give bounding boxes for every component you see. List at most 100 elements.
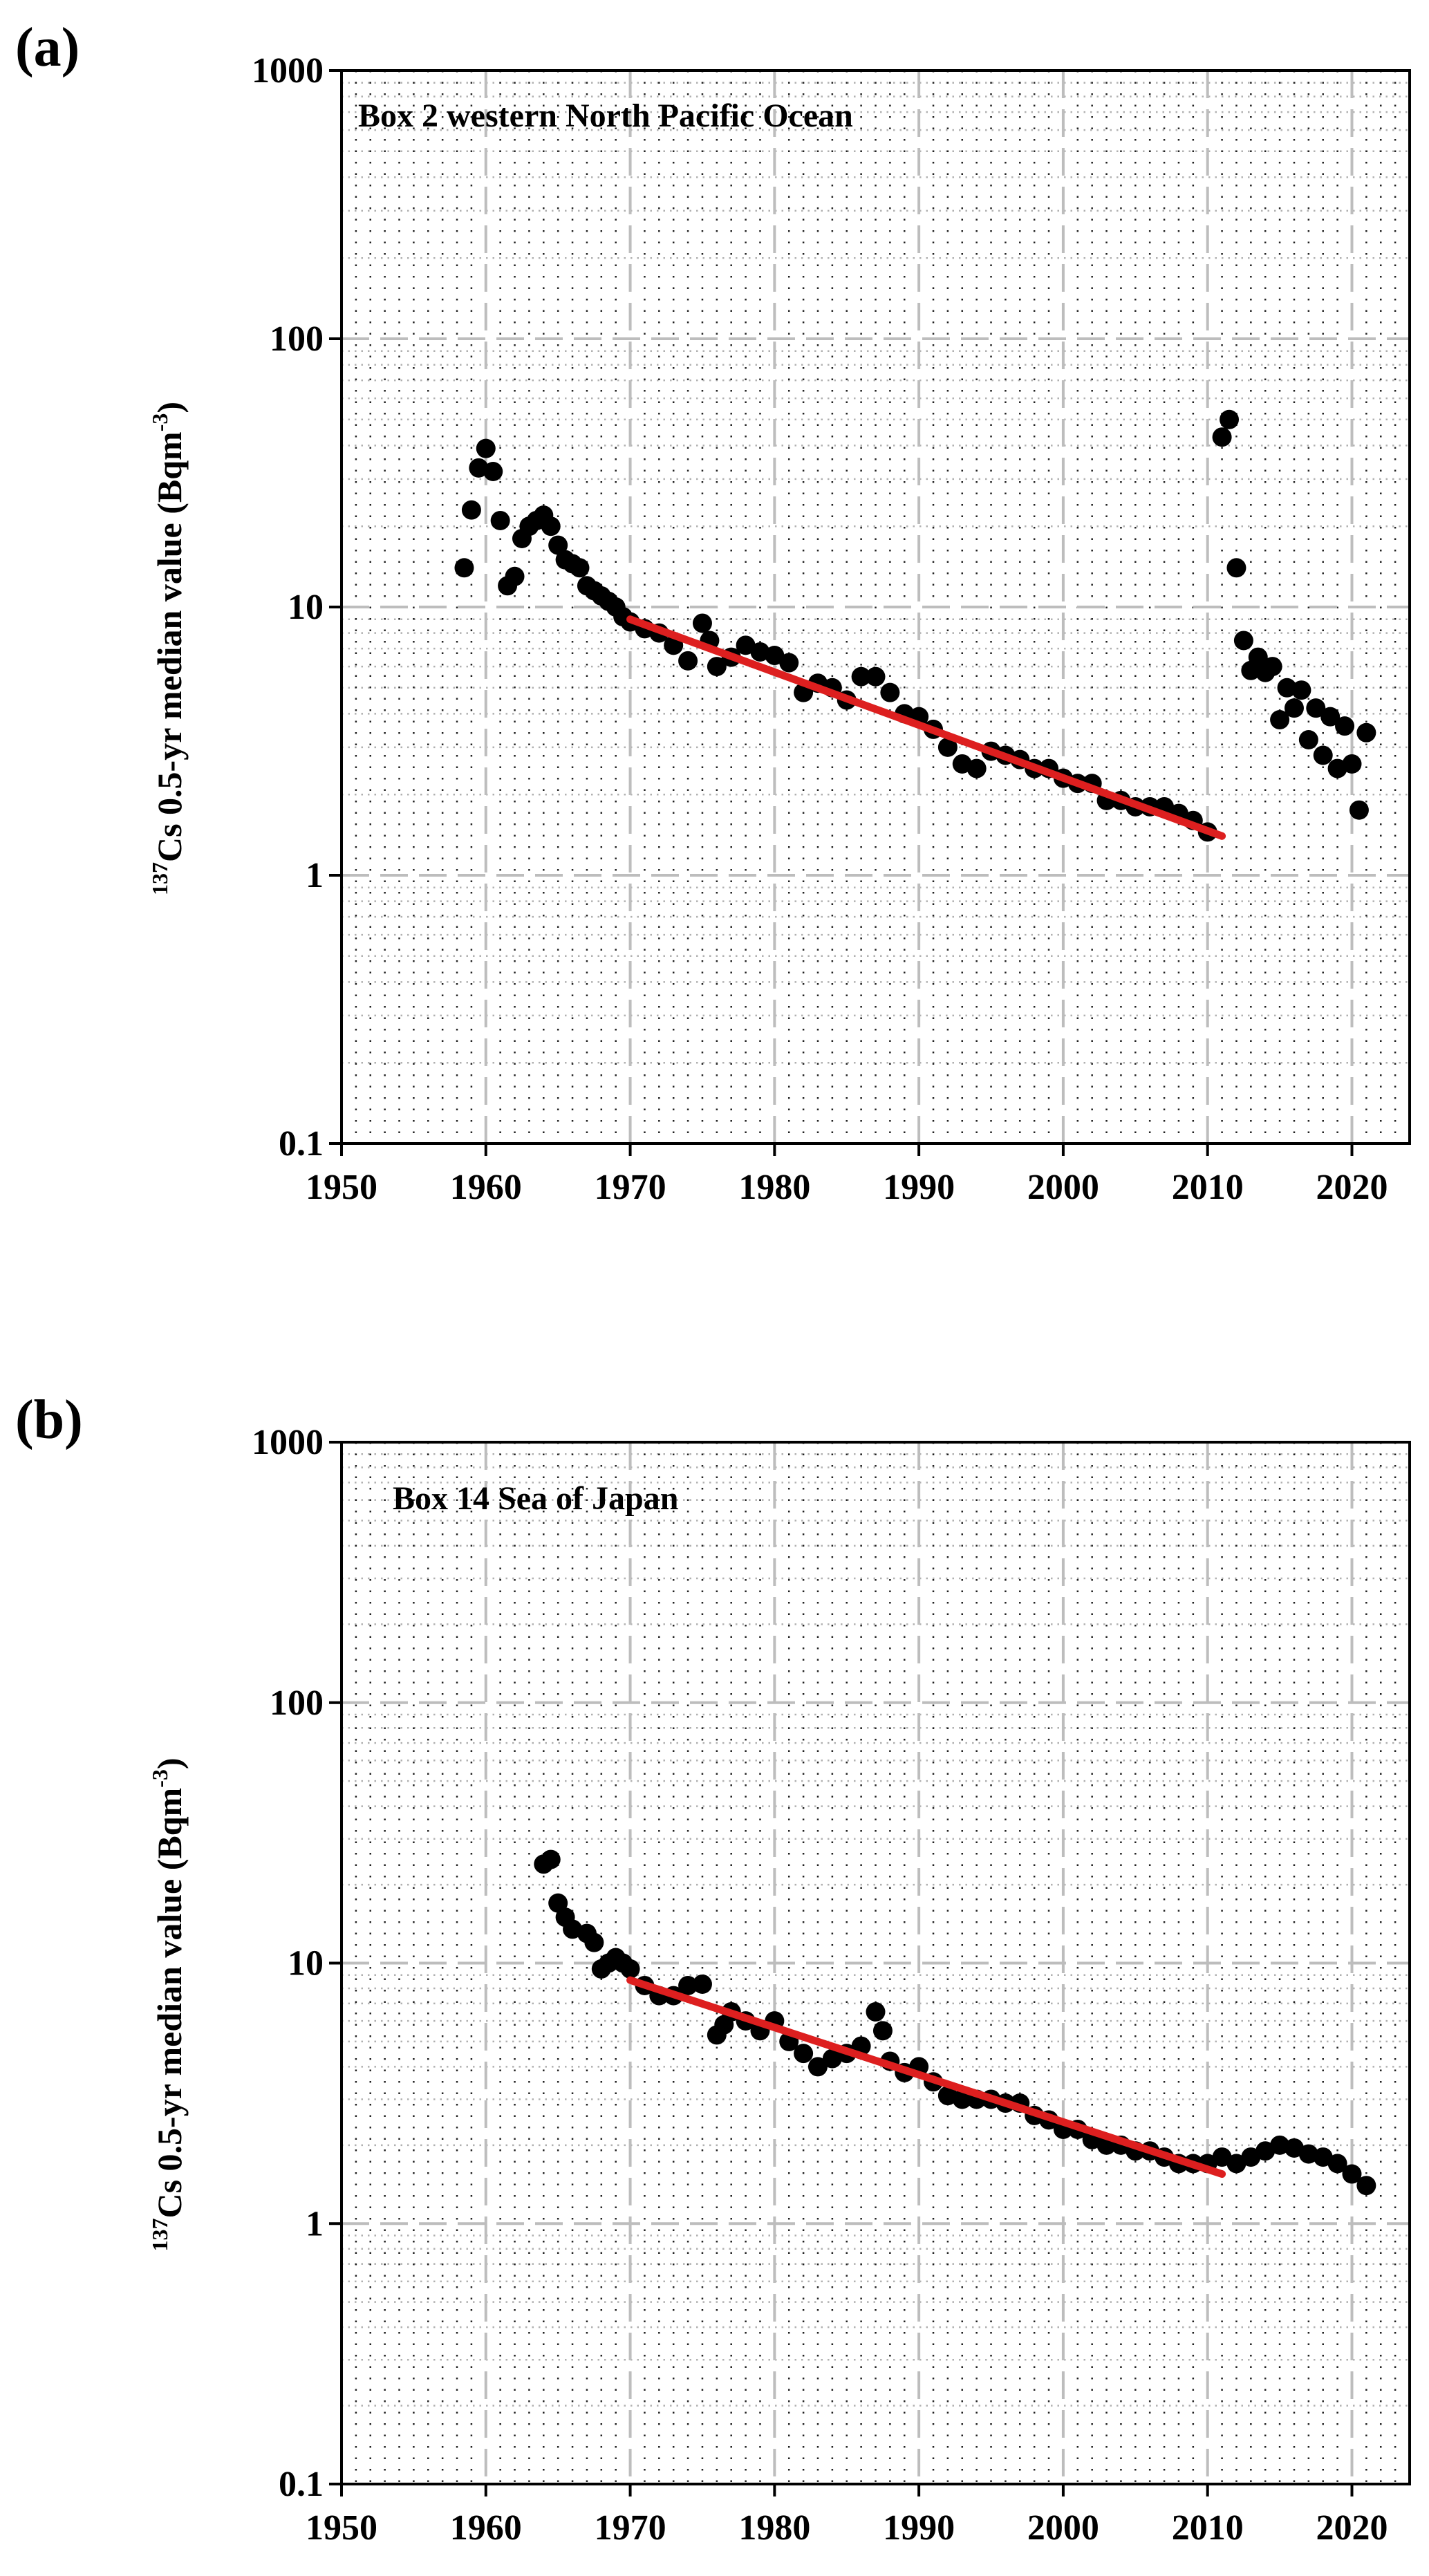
chart-title: Box 14 Sea of Japan [393, 1480, 678, 1517]
x-tick-label: 1990 [883, 1168, 955, 1207]
x-tick-label: 1970 [595, 1168, 666, 1207]
y-tick-label: 10 [288, 588, 324, 627]
data-point [1298, 730, 1318, 750]
y-label-text: Cs 0.5-yr median value (Bqm [150, 1788, 189, 2219]
data-point [1277, 678, 1297, 698]
data-point [1335, 716, 1355, 736]
data-point [1349, 800, 1369, 820]
data-point [1342, 754, 1362, 774]
x-tick-label: 2010 [1172, 2508, 1244, 2548]
y-tick-label: 100 [270, 1683, 324, 1723]
data-point [1226, 558, 1246, 578]
chart-title: Box 2 western North Pacific Ocean [358, 97, 853, 134]
data-point [1320, 707, 1341, 727]
data-point [1313, 2147, 1333, 2167]
fit-line [626, 615, 1226, 840]
data-point [1212, 2147, 1232, 2167]
x-tick-label: 2000 [1027, 2508, 1099, 2548]
data-point [851, 666, 871, 687]
x-tick-label: 1960 [450, 1168, 522, 1207]
fit-line [626, 1976, 1226, 2178]
x-tick-label: 1990 [883, 2508, 955, 2548]
y-tick-label: 1 [306, 2204, 324, 2243]
data-point [548, 535, 568, 555]
y-label-text: Cs 0.5-yr median value (Bqm [150, 431, 189, 862]
x-tick-label: 2000 [1027, 1168, 1099, 1207]
data-point [454, 558, 474, 578]
data-point [1327, 2154, 1347, 2174]
data-point [541, 516, 561, 536]
data-point [1212, 427, 1232, 447]
data-point [541, 1849, 561, 1869]
y-tick-label: 10 [288, 1944, 324, 1984]
data-point [779, 653, 799, 673]
y-axis-label: 137Cs 0.5-yr median value (Bqm-3) [147, 1757, 189, 2251]
y-tick-label: 1 [306, 856, 324, 895]
data-point [794, 2044, 814, 2064]
data-point [1241, 2147, 1261, 2167]
data-point [461, 500, 481, 520]
data-point [490, 510, 510, 530]
y-label-unit-superscript: -3 [147, 1769, 172, 1788]
data-point [584, 1932, 604, 1952]
y-label-superscript: 137 [147, 862, 172, 895]
data-point [678, 1975, 698, 1995]
data-point [1342, 2164, 1362, 2184]
y-tick-label: 100 [270, 319, 324, 359]
data-point [483, 462, 503, 482]
data-point [1291, 680, 1311, 700]
data-point [765, 646, 785, 666]
x-tick-label: 1950 [306, 1168, 377, 1207]
y-tick-label: 0.1 [279, 1124, 324, 1164]
data-point [1270, 2135, 1290, 2155]
data-point [872, 2021, 893, 2041]
y-label-close: ) [150, 402, 189, 413]
data-point [678, 651, 698, 671]
y-tick-label: 0.1 [279, 2465, 324, 2504]
chart-panel-a: 1950 1960 1970 1980 1990 2000 2010 2020 0.1 1 10 10… [15, 17, 1411, 1207]
data-point [966, 758, 987, 778]
data-point [1284, 698, 1304, 718]
data-point [1270, 710, 1290, 730]
data-point [1226, 2154, 1246, 2174]
y-axis-label: 137Cs 0.5-yr median value (Bqm-3) [147, 402, 189, 895]
x-tick-label: 1980 [738, 2508, 810, 2548]
data-point [880, 682, 900, 702]
y-label-close: ) [150, 1757, 189, 1769]
x-tick-label: 1950 [306, 2508, 377, 2548]
x-tick-label: 2020 [1316, 1168, 1388, 1207]
data-point [692, 613, 712, 633]
data-point [1233, 631, 1253, 651]
data-point [1356, 2176, 1376, 2196]
y-label-unit-superscript: -3 [147, 413, 172, 432]
data-point [707, 657, 727, 677]
data-point [1313, 745, 1333, 765]
data-point [1306, 698, 1326, 718]
chart-panel-b: 1950 1960 1970 1980 1990 2000 2010 2020 0.1 1 10 10… [15, 1390, 1411, 2548]
data-point [1220, 409, 1240, 429]
x-tick-label: 1960 [450, 2508, 522, 2548]
data-point [807, 2057, 828, 2077]
data-point [692, 1974, 712, 1994]
data-point [937, 737, 958, 757]
y-label-superscript: 137 [147, 2219, 172, 2252]
y-tick-label: 1000 [252, 51, 324, 91]
data-point [505, 566, 525, 586]
x-tick-label: 2010 [1172, 1168, 1244, 1207]
data-point [1262, 657, 1282, 677]
data-point [1298, 2144, 1318, 2164]
data-point [570, 558, 590, 578]
data-point [750, 642, 770, 662]
data-point [1248, 647, 1268, 667]
data-point [736, 635, 756, 655]
data-point [866, 666, 886, 687]
x-tick-label: 1970 [595, 2508, 666, 2548]
panel-label: (b) [15, 1390, 83, 1450]
data-point [1356, 722, 1376, 743]
x-tick-label: 1980 [738, 1168, 810, 1207]
x-tick-label: 2020 [1316, 2508, 1388, 2548]
panel-label: (a) [15, 17, 80, 78]
y-tick-label: 1000 [252, 1423, 324, 1462]
data-point [620, 1959, 640, 1979]
